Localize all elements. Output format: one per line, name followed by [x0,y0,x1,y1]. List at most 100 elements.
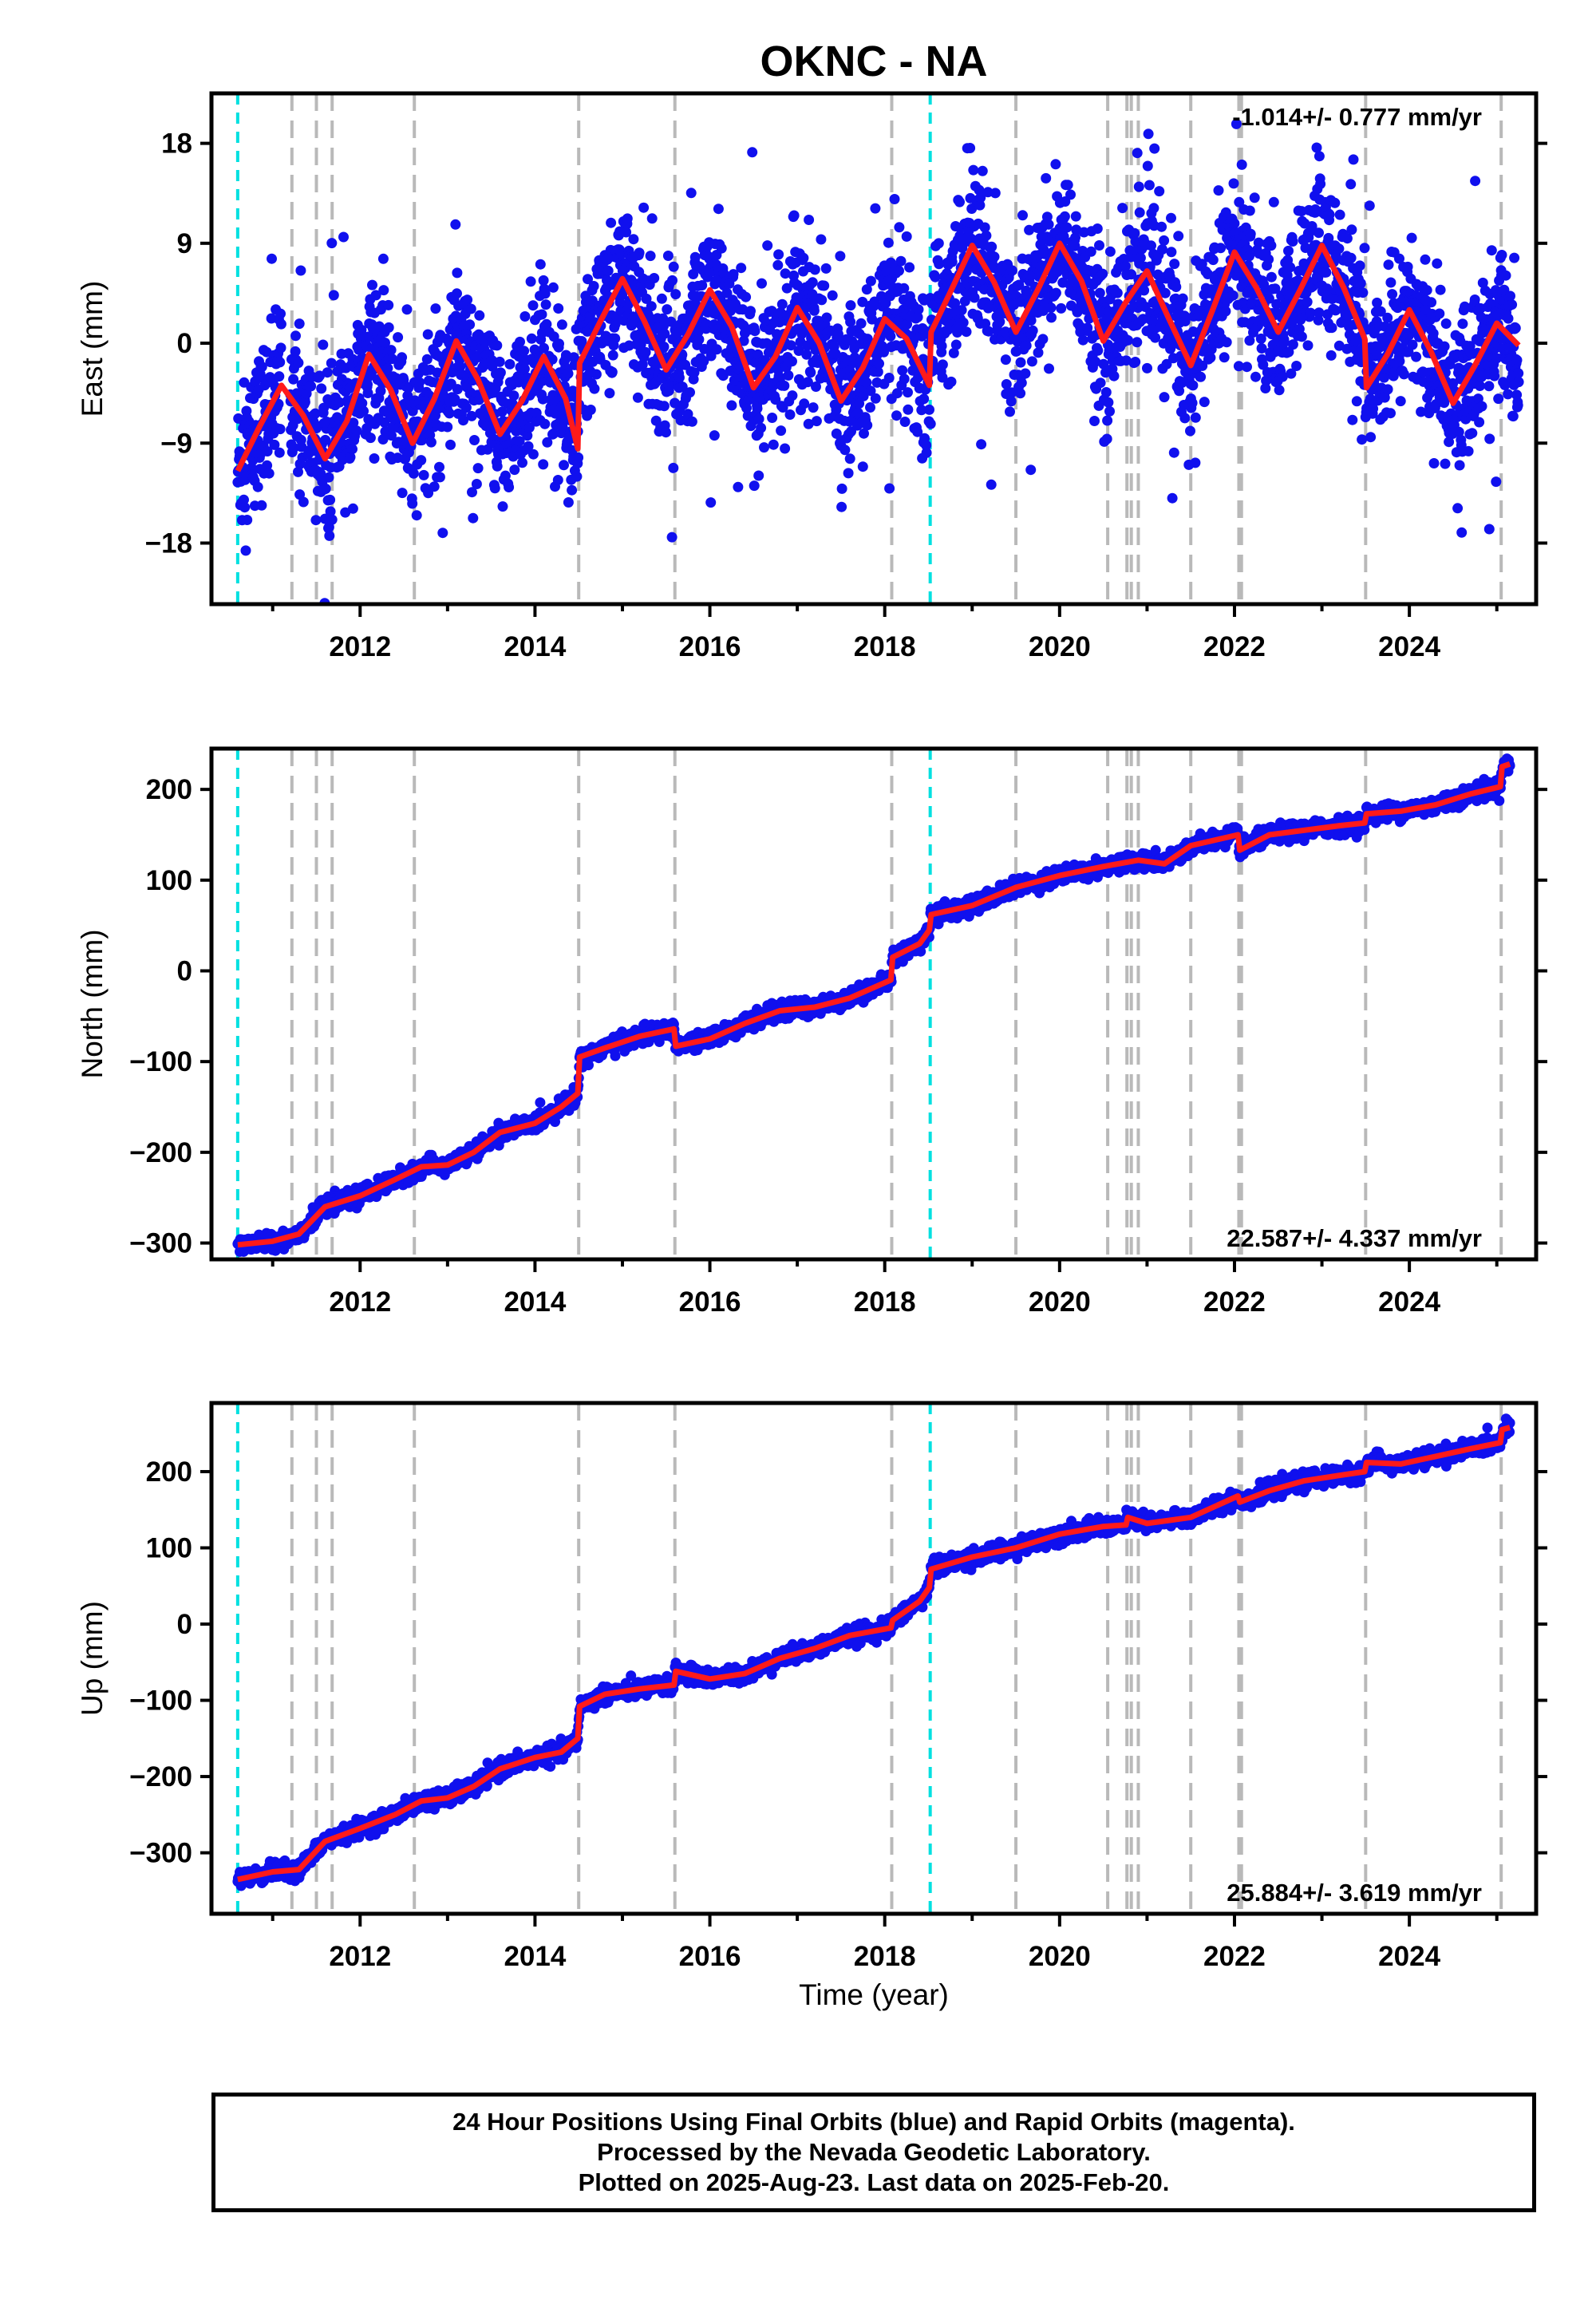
data-point [452,384,463,395]
data-point [411,510,422,521]
data-point [1104,405,1115,417]
data-point [1082,322,1093,334]
data-point [314,370,325,381]
data-point [1025,315,1037,326]
data-point [1132,148,1143,159]
data-point [460,402,472,413]
data-point [1134,207,1145,218]
data-point [628,234,639,245]
data-point [1195,371,1207,382]
data-point [1364,200,1375,211]
data-point [397,352,408,363]
data-point [1324,209,1335,220]
data-point [418,469,429,480]
data-point [1263,293,1274,304]
data-point [803,418,814,429]
data-point [500,470,511,481]
data-point [358,405,369,417]
data-point [1006,265,1017,276]
data-point [1434,308,1445,319]
data-point [1253,237,1264,248]
data-point [380,338,390,348]
data-point [1244,335,1255,346]
data-point [306,381,317,392]
data-point [1354,260,1365,271]
velocity-rate-label: -1.014+/- 0.777 mm/yr [1232,103,1482,131]
data-point [1142,362,1152,373]
data-point [239,502,251,513]
data-point [1095,377,1106,389]
data-point [526,333,537,344]
data-point [807,277,818,288]
data-point [589,383,600,394]
data-point [1469,294,1480,305]
data-point [671,329,682,339]
data-point [1069,240,1080,251]
data-point [916,405,927,416]
data-point [784,409,796,420]
data-point [508,390,519,401]
data-point [728,269,739,280]
data-point [1375,306,1386,317]
data-point [670,289,681,300]
data-point [977,165,988,176]
data-point [464,319,476,330]
data-point [948,347,959,358]
data-point [383,322,394,333]
data-point [976,439,987,450]
data-point [1020,368,1031,379]
data-point [1435,284,1446,295]
data-point [872,366,883,377]
data-point [933,238,944,249]
data-point [1122,334,1133,346]
data-point [632,392,643,403]
data-point [811,416,822,427]
data-point [1185,425,1195,437]
data-point [1070,211,1081,222]
data-point [1394,356,1405,367]
data-point [855,318,867,329]
data-point [1061,222,1073,233]
data-point [697,280,708,290]
data-point [1005,406,1015,417]
data-point [444,408,455,419]
data-point [610,1050,621,1061]
data-point [1094,287,1105,298]
data-point [1277,371,1288,382]
x-tick-label: 2014 [504,631,566,662]
y-tick-label: 0 [177,328,192,359]
data-point [445,439,456,450]
data-point [1385,408,1396,419]
data-point [787,390,798,401]
data-point [1126,269,1137,280]
data-point [378,285,389,296]
data-point [788,210,800,221]
data-point [240,545,251,556]
data-point [1477,277,1488,288]
data-point [455,361,466,372]
data-point [466,410,477,421]
data-point [547,282,559,293]
y-tick-label: −9 [160,428,192,459]
data-point [883,373,895,383]
data-point [1006,387,1017,398]
data-point [290,346,301,357]
data-point [870,203,881,214]
data-point [1143,128,1154,140]
data-point [1169,259,1180,270]
x-tick-label: 2018 [854,631,916,662]
data-point [434,472,445,483]
data-point [801,349,812,360]
data-point [1306,221,1317,231]
data-point [1499,380,1511,390]
data-point [780,443,791,454]
data-point [571,471,583,482]
data-point [821,312,832,323]
x-tick-label: 2024 [1378,631,1440,662]
data-point [1357,287,1369,298]
data-point [1428,328,1439,339]
data-point [1219,352,1230,363]
data-point [895,255,907,267]
data-point [492,460,503,472]
